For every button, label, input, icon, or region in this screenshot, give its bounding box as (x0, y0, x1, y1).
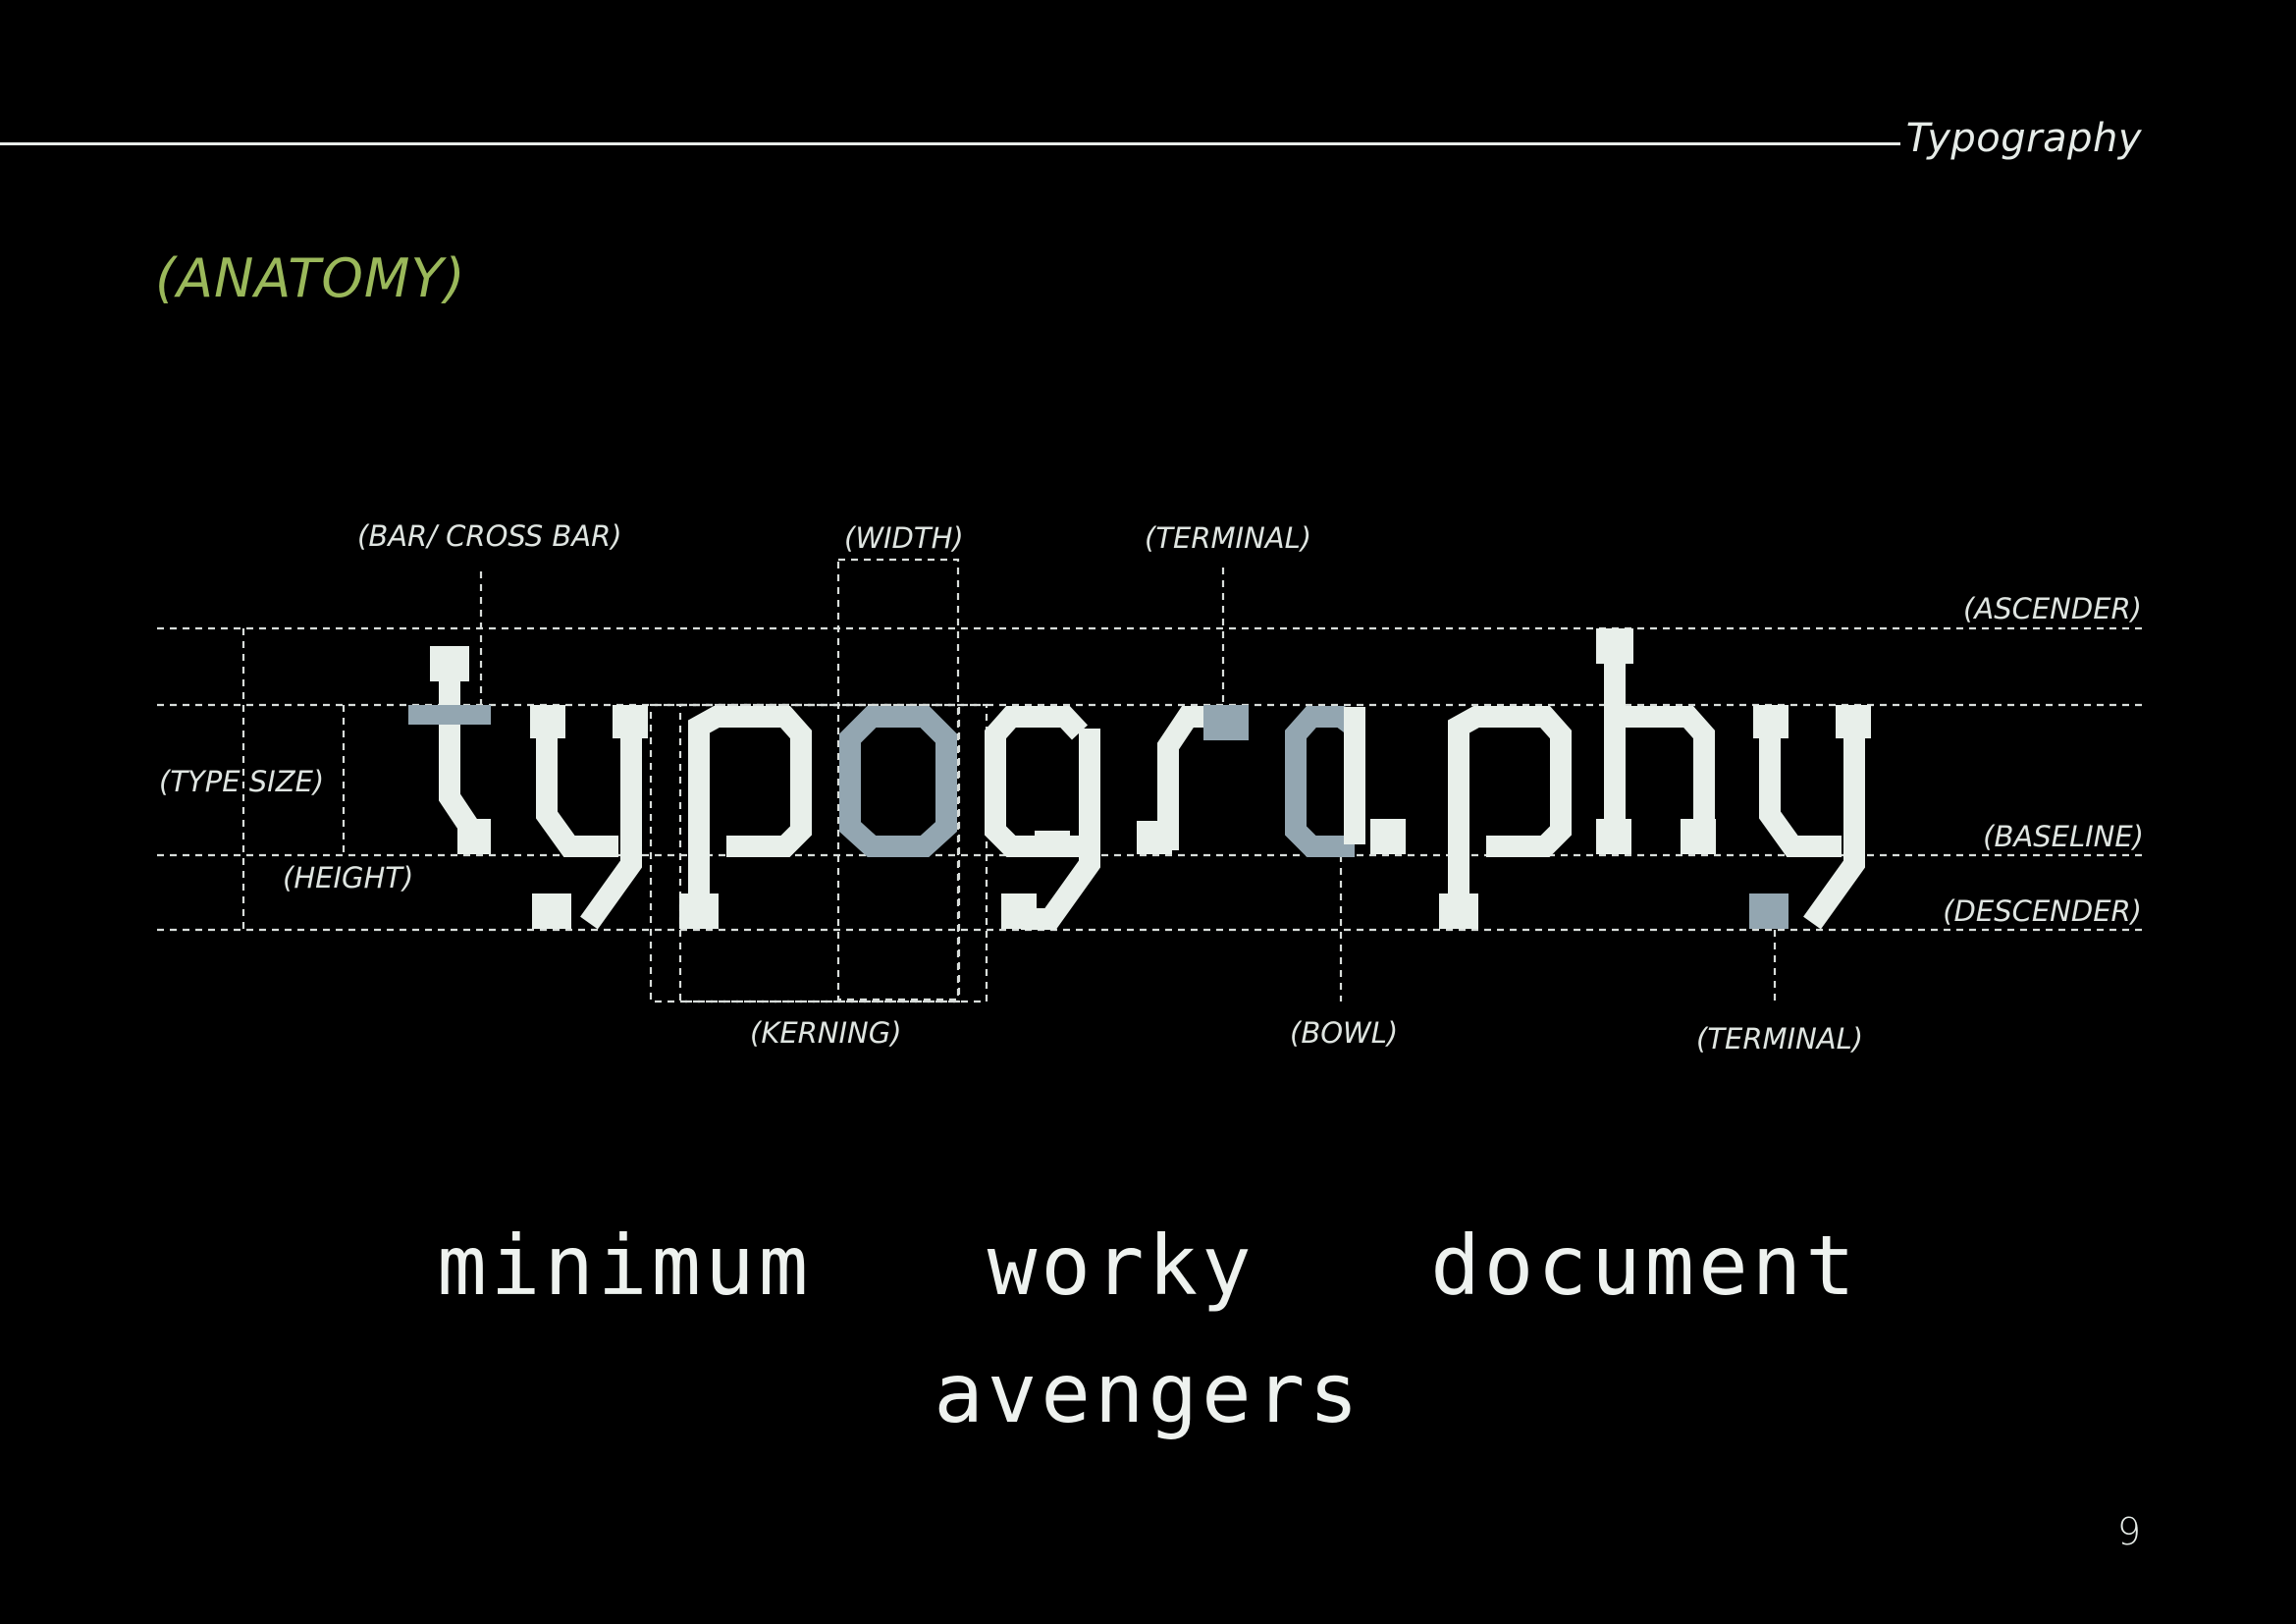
glyph-h (1596, 628, 1716, 854)
label-terminal-bottom: (TERMINAL) (1696, 1022, 1863, 1056)
page-number: 9 (2116, 1510, 2141, 1553)
width-box (836, 558, 960, 1001)
label-terminal-top: (TERMINAL) (1145, 521, 1311, 555)
sample-word: avengers (934, 1345, 1362, 1441)
glyph-y2 (1749, 705, 1871, 930)
glyph-p2 (1439, 706, 1572, 929)
label-type-size: (TYPE SIZE) (159, 765, 324, 798)
kerning-box-outer (649, 703, 988, 1003)
label-height: (HEIGHT) (283, 861, 413, 894)
sample-row-2: avengers (0, 1345, 2296, 1441)
sample-word: minimum (437, 1218, 813, 1314)
label-width: (WIDTH) (844, 521, 964, 555)
glyph-p (679, 706, 812, 929)
glyph-t (408, 646, 491, 854)
glyph-a (1285, 706, 1406, 857)
sample-row-1: minimum worky document (0, 1218, 2296, 1314)
label-descender: (DESCENDER) (1943, 894, 2142, 928)
header-rule (0, 142, 1900, 145)
header-title: Typography (1905, 116, 2142, 161)
kerning-box-inner (678, 703, 961, 1003)
glyph-y (530, 705, 648, 930)
sample-word: worky (987, 1218, 1255, 1314)
label-ascender: (ASCENDER) (1963, 592, 2142, 625)
label-kerning: (KERNING) (750, 1016, 902, 1050)
label-bar: (BAR/ CROSS BAR) (357, 519, 622, 553)
anatomy-word (408, 628, 1871, 930)
label-baseline: (BASELINE) (1983, 820, 2144, 853)
sample-word: document (1430, 1218, 1859, 1314)
glyph-g (985, 706, 1100, 930)
glyph-r (1137, 705, 1249, 854)
glyph-o (839, 706, 957, 857)
section-title: (ANATOMY) (155, 247, 466, 309)
label-bowl: (BOWL) (1290, 1016, 1398, 1050)
